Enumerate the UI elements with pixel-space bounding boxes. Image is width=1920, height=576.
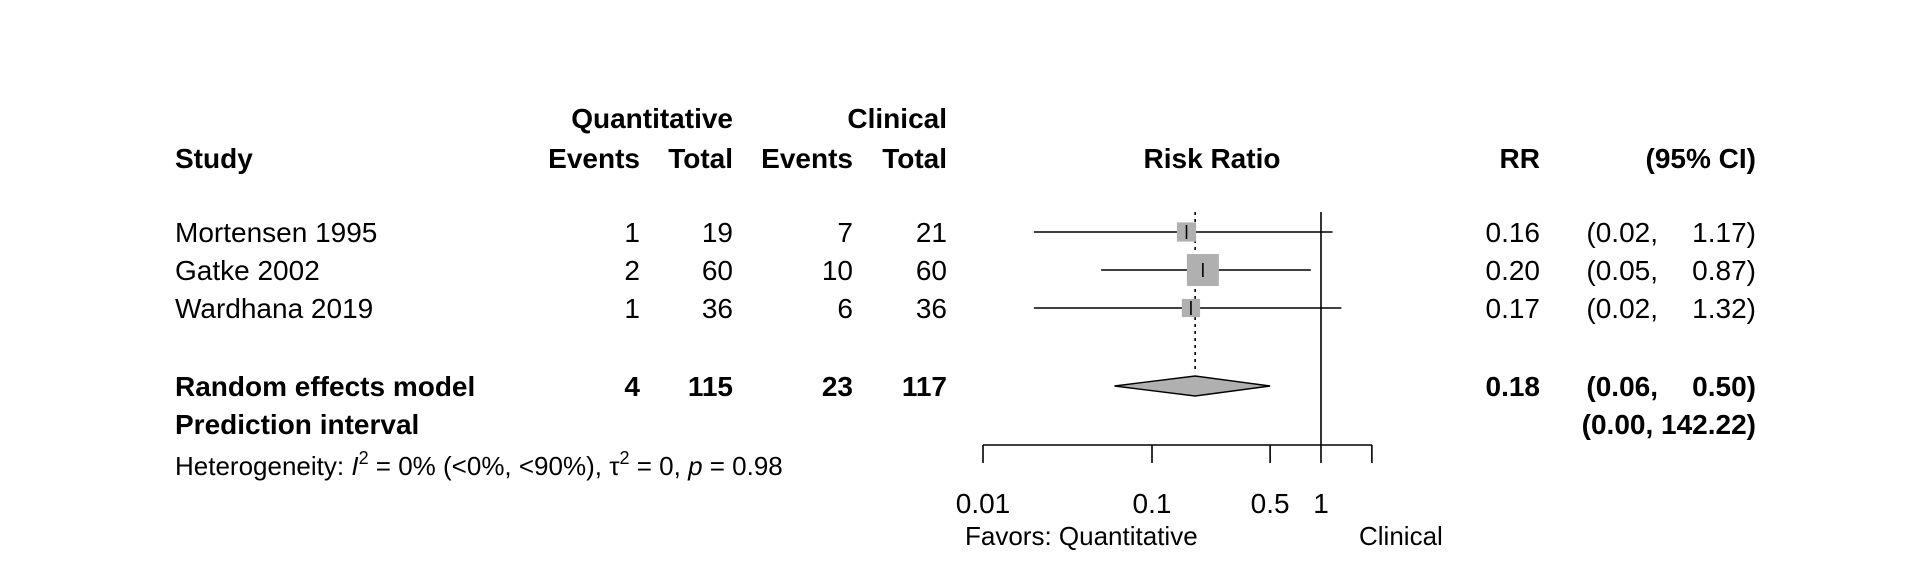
prediction-row: Prediction interval (0.00, 142.22) <box>175 409 1756 440</box>
study-e1: 1 <box>624 293 640 324</box>
het-tau-symbol: τ <box>609 451 620 481</box>
pooled-ci-right: 0.50) <box>1692 371 1756 402</box>
study-n1: 19 <box>702 217 733 248</box>
header-study: Study <box>175 143 253 174</box>
het-prefix: Heterogeneity: <box>175 451 351 481</box>
pooled-n1: 115 <box>688 371 733 402</box>
study-rr-text: 0.20 <box>1486 255 1541 286</box>
het-i2-text: = 0% (<0%, <90%), <box>369 451 610 481</box>
pooled-n2: 117 <box>902 371 947 402</box>
x-tick-label: 0.5 <box>1251 488 1290 519</box>
het-tau-sup: 2 <box>620 448 630 468</box>
heterogeneity-text: Heterogeneity: I2 = 0% (<0%, <90%), τ2 =… <box>175 448 783 481</box>
het-i2-symbol: I <box>351 451 358 481</box>
study-n2: 21 <box>916 217 947 248</box>
pooled-rr: 0.18 <box>1486 371 1541 402</box>
het-p-symbol: p <box>687 451 702 481</box>
x-tick-label: 0.1 <box>1133 488 1172 519</box>
header-group2: Clinical <box>847 103 947 134</box>
prediction-name: Prediction interval <box>175 409 419 440</box>
study-ci-left: (0.02, <box>1586 293 1658 324</box>
x-tick-label: 0.01 <box>956 488 1011 519</box>
study-e2: 10 <box>822 255 853 286</box>
header-events-1: Events <box>548 143 640 174</box>
prediction-ci: (0.00, 142.22) <box>1582 409 1756 440</box>
favors-left-label: Favors: Quantitative <box>965 521 1198 551</box>
study-ci-left: (0.05, <box>1586 255 1658 286</box>
study-e1: 2 <box>624 255 640 286</box>
x-tick-label: 1 <box>1313 488 1329 519</box>
study-n1: 36 <box>702 293 733 324</box>
pooled-e1: 4 <box>624 371 640 402</box>
header-events-2: Events <box>761 143 853 174</box>
header-total-1: Total <box>668 143 733 174</box>
plot-area <box>1033 212 1342 445</box>
header-rr: RR <box>1500 143 1540 174</box>
study-e2: 7 <box>837 217 853 248</box>
x-axis: 0.01 0.1 0.5 1 <box>956 444 1373 519</box>
column-headers: Study Quantitative Clinical Events Total… <box>175 103 1756 174</box>
study-ci-right: 1.32) <box>1692 293 1756 324</box>
het-tau-text: = 0, <box>630 451 689 481</box>
study-ci-left: (0.02, <box>1586 217 1658 248</box>
header-group1: Quantitative <box>571 103 733 134</box>
header-total-2: Total <box>882 143 947 174</box>
study-n2: 36 <box>916 293 947 324</box>
study-ci-right: 0.87) <box>1692 255 1756 286</box>
study-rr-text: 0.17 <box>1486 293 1541 324</box>
axis-side-labels: Favors: Quantitative Clinical <box>965 521 1443 551</box>
favors-right-label: Clinical <box>1359 521 1443 551</box>
het-i2-sup: 2 <box>359 448 369 468</box>
study-ci-right: 1.17) <box>1692 217 1756 248</box>
study-name: Mortensen 1995 <box>175 217 377 248</box>
pooled-diamond <box>1114 375 1271 397</box>
study-e2: 6 <box>837 293 853 324</box>
study-n1: 60 <box>702 255 733 286</box>
study-rows: Mortensen 1995 1 19 7 21 0.16 (0.02, 1.17)Gatke… <box>175 217 1756 324</box>
study-rr-text: 0.16 <box>1486 217 1541 248</box>
study-e1: 1 <box>624 217 640 248</box>
study-name: Wardhana 2019 <box>175 293 373 324</box>
pooled-e2: 23 <box>822 371 853 402</box>
pooled-row: Random effects model 4 115 23 117 0.18 (… <box>175 371 1756 402</box>
header-plot-title: Risk Ratio <box>1144 143 1281 174</box>
header-ci: (95% CI) <box>1646 143 1756 174</box>
pooled-name: Random effects model <box>175 371 475 402</box>
het-p-text: = 0.98 <box>703 451 783 481</box>
study-n2: 60 <box>916 255 947 286</box>
study-name: Gatke 2002 <box>175 255 320 286</box>
pooled-ci-left: (0.06, <box>1586 371 1658 402</box>
